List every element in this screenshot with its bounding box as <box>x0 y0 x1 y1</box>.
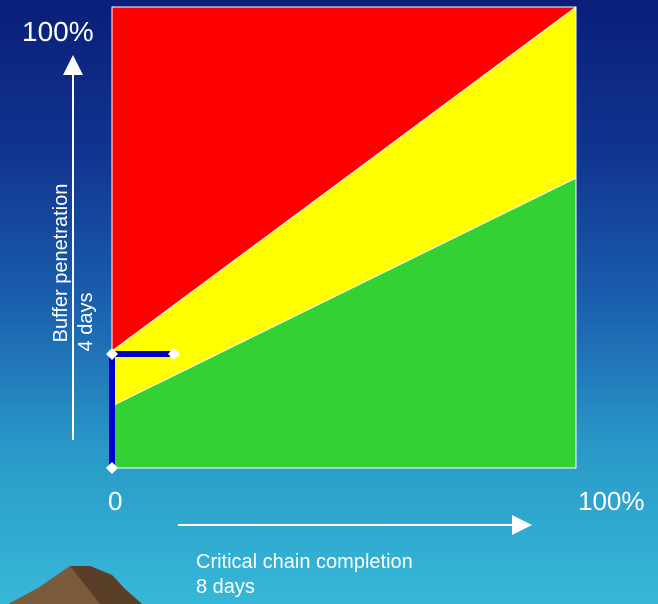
axis-diamond <box>106 348 118 360</box>
end-diamond <box>168 348 180 360</box>
yellow-green-boundary <box>111 177 577 407</box>
red-yellow-boundary <box>111 6 577 352</box>
x-axis-min-label: 0 <box>108 486 123 516</box>
x-axis-value-label: 8 days <box>196 576 255 598</box>
mountain-shadow <box>70 566 142 604</box>
y-axis-title: Buffer penetration <box>50 183 72 343</box>
chart-border <box>111 6 577 469</box>
x-axis-max-label: 100% <box>578 486 645 516</box>
x-axis-title: Critical chain completion <box>196 551 413 573</box>
y-axis-value-label: 4 days <box>75 292 97 352</box>
green-zone <box>112 178 576 468</box>
origin-diamond <box>106 462 118 474</box>
y-axis-max-label: 100% <box>22 16 94 47</box>
yellow-zone <box>112 7 576 406</box>
